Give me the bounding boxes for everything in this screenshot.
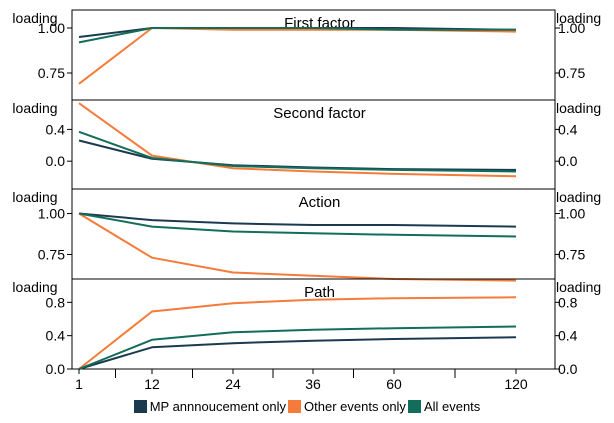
ylabel-left-1: loading bbox=[12, 10, 57, 26]
legend: MP annnoucement only Other events only A… bbox=[0, 399, 614, 414]
ytick-label-left-4-0: 0.8 bbox=[46, 294, 66, 310]
ytick-label-left-1-0: 1.00 bbox=[38, 20, 65, 36]
ytick-label-left-4-1: 0.4 bbox=[46, 328, 66, 344]
series-line-2-3 bbox=[78, 130, 517, 173]
ylabel-right-2: loading bbox=[556, 100, 601, 116]
ytick-label-right-3-1: 0.75 bbox=[558, 246, 585, 262]
series-line-3-2 bbox=[78, 212, 517, 282]
ylabel-right-4: loading bbox=[556, 279, 601, 295]
legend-swatch-all bbox=[407, 400, 421, 413]
panel-title-4: Path bbox=[304, 284, 335, 301]
series-line-3-3 bbox=[78, 212, 517, 238]
legend-item-mp: MP annnoucement only bbox=[133, 399, 287, 414]
ytick-label-right-4-2: 0.0 bbox=[558, 361, 578, 377]
panel-title-3: Action bbox=[299, 194, 341, 211]
ytick-label-right-2-0: 0.4 bbox=[558, 121, 578, 137]
xtick-label-2: 24 bbox=[225, 376, 241, 392]
legend-swatch-mp bbox=[133, 400, 147, 413]
ytick-label-right-2-1: 0.0 bbox=[558, 153, 578, 169]
ytick-label-right-3-0: 1.00 bbox=[558, 206, 585, 222]
series-line-4-2 bbox=[78, 296, 517, 370]
xtick-label-3: 36 bbox=[305, 376, 321, 392]
ylabel-right-1: loading bbox=[556, 10, 601, 26]
ytick-label-right-4-1: 0.4 bbox=[558, 328, 578, 344]
ytick-label-left-3-0: 1.00 bbox=[38, 206, 65, 222]
ytick-label-left-2-0: 0.4 bbox=[46, 121, 66, 137]
ytick-label-right-1-0: 1.00 bbox=[558, 20, 585, 36]
ytick-label-right-1-1: 0.75 bbox=[558, 65, 585, 81]
ytick-label-left-2-1: 0.0 bbox=[46, 153, 66, 169]
series-line-4-3 bbox=[78, 325, 517, 370]
ylabel-left-4: loading bbox=[12, 279, 57, 295]
xtick-label-4: 60 bbox=[386, 376, 402, 392]
ytick-label-left-1-1: 0.75 bbox=[38, 65, 65, 81]
series-line-2-2 bbox=[78, 102, 517, 178]
xtick-label-1: 12 bbox=[144, 376, 160, 392]
panel-title-2: Second factor bbox=[273, 105, 366, 122]
legend-swatch-other bbox=[288, 400, 302, 413]
legend-item-all: All events bbox=[407, 399, 481, 414]
ylabel-right-3: loading bbox=[556, 189, 601, 205]
legend-label-mp: MP annnoucement only bbox=[149, 399, 287, 414]
series-line-3-1 bbox=[78, 212, 517, 228]
legend-item-other: Other events only bbox=[288, 399, 406, 414]
series-line-1-2 bbox=[78, 27, 517, 85]
ylabel-left-3: loading bbox=[12, 189, 57, 205]
ytick-label-left-4-2: 0.0 bbox=[46, 361, 66, 377]
legend-label-other: Other events only bbox=[304, 399, 406, 414]
series-line-1-3 bbox=[78, 27, 516, 44]
xtick-label-5: 120 bbox=[504, 376, 528, 392]
xtick-label-0: 1 bbox=[75, 376, 83, 392]
ytick-label-left-3-1: 0.75 bbox=[38, 246, 65, 262]
legend-label-all: All events bbox=[423, 399, 481, 414]
series-line-4-1 bbox=[78, 336, 517, 370]
ytick-label-right-4-0: 0.8 bbox=[558, 294, 578, 310]
ylabel-left-2: loading bbox=[12, 100, 57, 116]
